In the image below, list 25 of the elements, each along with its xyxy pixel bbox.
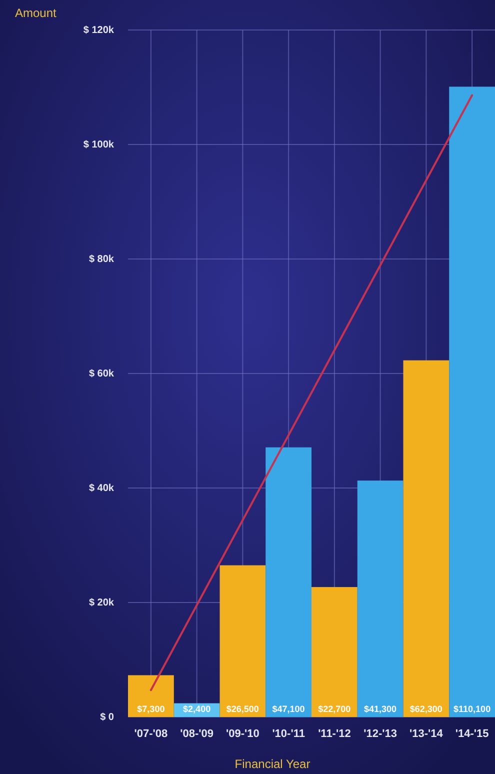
x-tick-label: '13-'14 bbox=[410, 728, 444, 740]
x-tick-label: '10-'11 bbox=[272, 728, 305, 740]
data-label: $41,300 bbox=[364, 704, 397, 714]
data-label: $2,400 bbox=[183, 704, 211, 714]
x-tick-label: '07-'08 bbox=[134, 728, 168, 740]
data-label: $26,500 bbox=[226, 704, 259, 714]
data-label: $7,300 bbox=[137, 704, 165, 714]
data-label: $22,700 bbox=[318, 704, 351, 714]
y-tick-label: $ 120k bbox=[83, 25, 114, 36]
x-tick-label: '12-'13 bbox=[364, 728, 397, 740]
y-tick-label: $ 80k bbox=[88, 254, 114, 266]
x-tick-label: '11-'12 bbox=[318, 728, 351, 740]
x-tick-label: '09-'10 bbox=[226, 728, 260, 740]
x-tick-label: '08-'09 bbox=[180, 728, 214, 740]
y-tick-label: $ 100k bbox=[83, 140, 114, 151]
y-axis-title: Amount bbox=[15, 6, 58, 20]
data-label: $62,300 bbox=[410, 704, 442, 714]
x-tick-label: '14-'15 bbox=[455, 728, 489, 740]
y-tick-label: $ 20k bbox=[88, 598, 114, 609]
data-label: $110,100 bbox=[454, 704, 491, 714]
x-axis-title: Financial Year bbox=[234, 757, 310, 771]
y-tick-label: $ 60k bbox=[88, 368, 114, 380]
y-tick-label: $ 0 bbox=[100, 712, 114, 724]
y-tick-label: $ 40k bbox=[88, 483, 114, 494]
data-label: $47,100 bbox=[272, 704, 305, 714]
